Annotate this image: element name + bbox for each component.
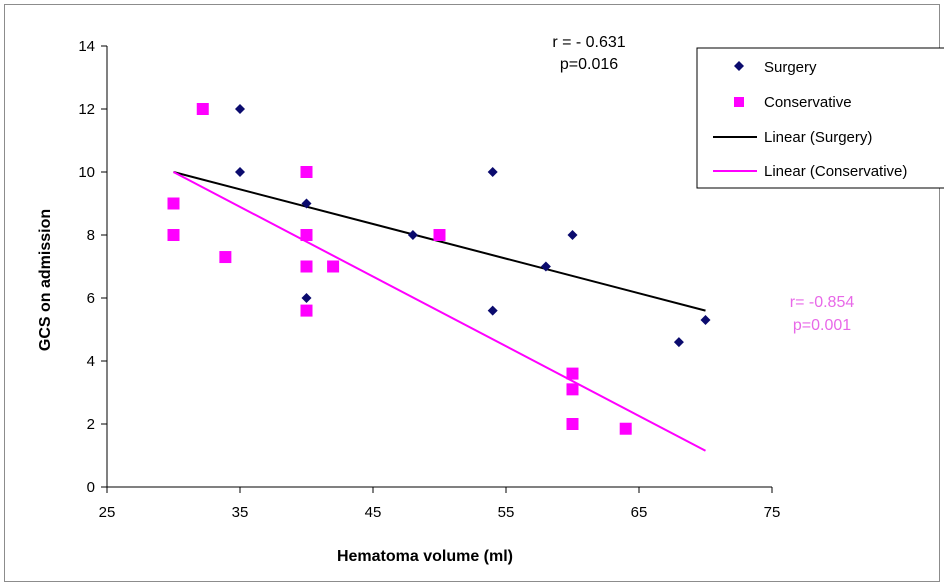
trendlines (173, 171, 706, 452)
y-axis-title: GCS on admission (37, 209, 54, 351)
x-tick-label: 45 (365, 504, 382, 521)
conservative-point (566, 383, 579, 396)
legend-conservative-label: Conservative (764, 94, 852, 111)
y-tick-label: 8 (87, 227, 95, 244)
x-tick-label: 55 (498, 504, 515, 521)
conservative-point (327, 260, 340, 273)
y-tick-label: 2 (87, 416, 95, 433)
surgery-point (487, 167, 498, 177)
surgery-point (700, 315, 711, 326)
legend-surgery-label: Surgery (764, 59, 817, 76)
conservative-point (300, 304, 313, 317)
surgery-point (301, 293, 312, 303)
legend-linear-conservative-label: Linear (Conservative) (764, 163, 907, 180)
y-tick-label: 14 (78, 38, 95, 55)
y-ticks: 0 2 4 6 8 10 12 14 (78, 38, 107, 496)
surgery-point (567, 230, 578, 240)
surgery-point (673, 337, 684, 348)
legend-conservative-marker-icon (734, 97, 744, 107)
surgery-point (235, 167, 245, 177)
conservative-point (300, 260, 313, 273)
legend-surgery-marker-icon (734, 61, 744, 71)
legend-box (696, 47, 944, 189)
conservative-point (167, 229, 180, 241)
conservative-point (433, 229, 446, 241)
surgery-point (487, 305, 498, 316)
legend-linear-surgery-label: Linear (Surgery) (764, 129, 872, 146)
trendline-conservative (173, 171, 706, 452)
y-tick-label: 0 (87, 479, 95, 496)
conservative-point (300, 229, 313, 241)
surgery-point (540, 261, 551, 272)
x-axis-title: Hematoma volume (ml) (337, 548, 513, 565)
conservative-point (196, 103, 209, 115)
conservative-r-annotation: r= -0.854 (790, 294, 855, 311)
conservative-point (566, 367, 579, 380)
data-points (167, 103, 711, 435)
x-tick-label: 75 (764, 504, 781, 521)
x-tick-label: 65 (631, 504, 648, 521)
x-tick-label: 35 (232, 504, 249, 521)
y-tick-label: 6 (87, 290, 95, 307)
conservative-point (219, 251, 232, 264)
conservative-point (300, 166, 313, 178)
conservative-p-annotation: p=0.001 (793, 317, 851, 334)
surgery-r-annotation: r = - 0.631 (552, 34, 625, 51)
y-tick-label: 12 (78, 101, 95, 118)
x-ticks: 25 35 45 55 65 75 (99, 487, 781, 521)
conservative-point (566, 418, 579, 430)
x-tick-label: 25 (99, 504, 116, 521)
conservative-point (619, 422, 632, 435)
surgery-point (235, 104, 245, 114)
surgery-point (301, 198, 312, 209)
legend: Surgery Conservative Linear (Surgery) Li… (696, 47, 944, 189)
y-tick-label: 10 (78, 164, 95, 181)
trendline-surgery (173, 171, 706, 312)
conservative-point (167, 197, 180, 210)
y-tick-label: 4 (87, 353, 95, 370)
surgery-point (407, 230, 418, 240)
surgery-p-annotation: p=0.016 (560, 56, 618, 73)
